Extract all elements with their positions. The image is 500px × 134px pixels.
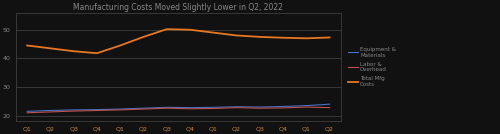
Title: Manufacturing Costs Moved Slightly Lower in Q2, 2022: Manufacturing Costs Moved Slightly Lower… [74, 3, 284, 12]
Legend: Equipment &
Materials, Labor &
Overhead, Total Mfg
Costs: Equipment & Materials, Labor & Overhead,… [348, 46, 397, 88]
